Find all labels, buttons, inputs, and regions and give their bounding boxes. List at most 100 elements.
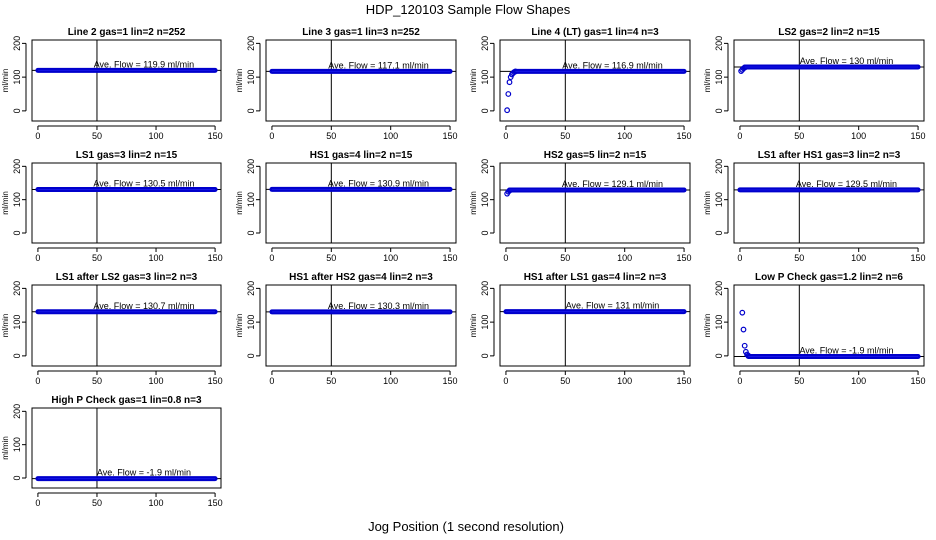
x-tick-label: 50 [560, 376, 570, 386]
x-tick-label: 100 [383, 253, 398, 263]
x-tick-label: 150 [443, 376, 458, 386]
x-tick-label: 50 [92, 131, 102, 141]
data-point [739, 309, 746, 316]
average-flow-annotation: Ave. Flow = 130.5 ml/min [93, 179, 194, 189]
y-tick-label: 200 [12, 281, 22, 296]
x-tick-label: 150 [208, 131, 223, 141]
y-tick-label: 0 [480, 108, 490, 113]
y-axis-label: ml/min [1, 314, 10, 338]
average-flow-annotation: Ave. Flow = 129.5 ml/min [796, 179, 897, 189]
average-flow-annotation: Ave. Flow = 119.9 ml/min [94, 59, 194, 69]
panel-title: High P Check gas=1 lin=0.8 n=3 [51, 395, 202, 406]
y-tick-label: 100 [12, 70, 22, 85]
x-tick-label: 0 [269, 131, 274, 141]
plot-frame [31, 407, 222, 489]
y-tick-label: 200 [480, 281, 490, 296]
average-flow-annotation: Ave. Flow = 130.3 ml/min [328, 301, 429, 311]
x-tick-label: 150 [677, 253, 692, 263]
x-tick-label: 50 [794, 131, 804, 141]
plot-frame [733, 39, 925, 122]
x-tick-label: 0 [503, 376, 508, 386]
y-tick-label: 0 [480, 230, 490, 235]
x-tick-label: 100 [149, 131, 164, 141]
plot-frame [733, 162, 925, 244]
y-tick-label: 200 [480, 36, 490, 51]
chart-panel-3: Line 4 (LT) gas=1 lin=4 n=3 0 50 100 150 0 100… [469, 27, 692, 141]
x-tick-label: 100 [851, 253, 866, 263]
y-tick-label: 200 [12, 404, 22, 419]
y-tick-label: 100 [12, 315, 22, 330]
x-tick-label: 100 [851, 131, 866, 141]
y-tick-label: 0 [12, 108, 22, 113]
y-tick-label: 200 [246, 36, 256, 51]
x-tick-label: 50 [92, 498, 102, 508]
data-point [506, 79, 513, 86]
x-tick-label: 0 [35, 253, 40, 263]
panel-title: Line 2 gas=1 lin=2 n=252 [68, 27, 186, 38]
chart-panel-10: HS1 after HS2 gas=4 lin=2 n=3 0 50 100 150 0 1… [235, 272, 458, 386]
x-tick-label: 150 [677, 131, 692, 141]
y-tick-label: 0 [480, 353, 490, 358]
average-flow-annotation: Ave. Flow = 131 ml/min [566, 301, 660, 311]
panel-title: HS2 gas=5 lin=2 n=15 [544, 150, 647, 161]
y-tick-label: 100 [480, 315, 490, 330]
y-tick-label: 200 [480, 159, 490, 174]
data-point [504, 107, 511, 114]
x-tick-label: 50 [326, 376, 336, 386]
average-flow-annotation: Ave. Flow = 116.9 ml/min [562, 60, 662, 70]
x-tick-label: 150 [208, 253, 223, 263]
chart-panel-12: Low P Check gas=1.2 lin=2 n=6 0 50 100 150 0 1… [703, 272, 926, 386]
panel-title: HS1 after HS2 gas=4 lin=2 n=3 [289, 272, 433, 283]
plot-frame [265, 284, 457, 367]
y-axis-label: ml/min [469, 69, 478, 93]
panel-title: LS1 gas=3 lin=2 n=15 [76, 150, 178, 161]
x-tick-label: 150 [208, 498, 223, 508]
panel-title: Line 3 gas=1 lin=3 n=252 [302, 27, 420, 38]
panel-title: HS1 after LS1 gas=4 lin=2 n=3 [524, 272, 667, 283]
y-tick-label: 100 [714, 315, 724, 330]
plot-frame [31, 39, 222, 122]
x-tick-label: 150 [443, 253, 458, 263]
x-tick-label: 100 [383, 131, 398, 141]
plot-frame [499, 284, 691, 367]
x-tick-label: 150 [443, 131, 458, 141]
average-flow-annotation: Ave. Flow = 130 ml/min [800, 56, 894, 66]
x-tick-label: 100 [383, 376, 398, 386]
chart-panel-13: High P Check gas=1 lin=0.8 n=3 0 50 100 150 0… [1, 395, 223, 508]
y-axis-label: ml/min [1, 436, 10, 460]
y-axis-label: ml/min [235, 314, 244, 338]
x-tick-label: 100 [851, 376, 866, 386]
y-tick-label: 0 [246, 353, 256, 358]
y-tick-label: 100 [480, 192, 490, 207]
average-flow-annotation: Ave. Flow = 130.7 ml/min [93, 301, 194, 311]
figure-title: HDP_120103 Sample Flow Shapes [366, 2, 571, 17]
x-tick-label: 0 [737, 253, 742, 263]
chart-panel-7: HS2 gas=5 lin=2 n=15 0 50 100 150 0 100 200 ml/m… [469, 150, 692, 263]
panel-title: Line 4 (LT) gas=1 lin=4 n=3 [531, 27, 659, 38]
data-point [505, 91, 512, 97]
data-point [507, 74, 514, 81]
x-tick-label: 100 [149, 253, 164, 263]
x-tick-label: 0 [269, 376, 274, 386]
y-tick-label: 200 [12, 159, 22, 174]
data-point [740, 326, 747, 333]
x-tick-label: 50 [560, 131, 570, 141]
average-flow-annotation: Ave. Flow = 129.1 ml/min [562, 179, 663, 189]
chart-panel-9: LS1 after LS2 gas=3 lin=2 n=3 0 50 100 150 0 1… [1, 272, 223, 386]
y-axis-label: ml/min [1, 69, 10, 93]
x-tick-label: 150 [911, 253, 926, 263]
chart-panel-11: HS1 after LS1 gas=4 lin=2 n=3 0 50 100 150 0 1… [469, 272, 692, 386]
chart-panel-8: LS1 after HS1 gas=3 lin=2 n=3 0 50 100 150 0 1… [703, 150, 926, 263]
plot-frame [499, 162, 691, 244]
y-axis-label: ml/min [703, 191, 712, 215]
y-tick-label: 100 [246, 315, 256, 330]
x-tick-label: 50 [326, 253, 336, 263]
data-point [741, 342, 748, 349]
y-tick-label: 100 [12, 437, 22, 452]
y-axis-label: ml/min [703, 69, 712, 93]
x-tick-label: 0 [737, 376, 742, 386]
panel-title: LS1 after LS2 gas=3 lin=2 n=3 [56, 272, 198, 283]
y-tick-label: 0 [714, 353, 724, 358]
y-axis-label: ml/min [469, 191, 478, 215]
y-tick-label: 200 [246, 281, 256, 296]
